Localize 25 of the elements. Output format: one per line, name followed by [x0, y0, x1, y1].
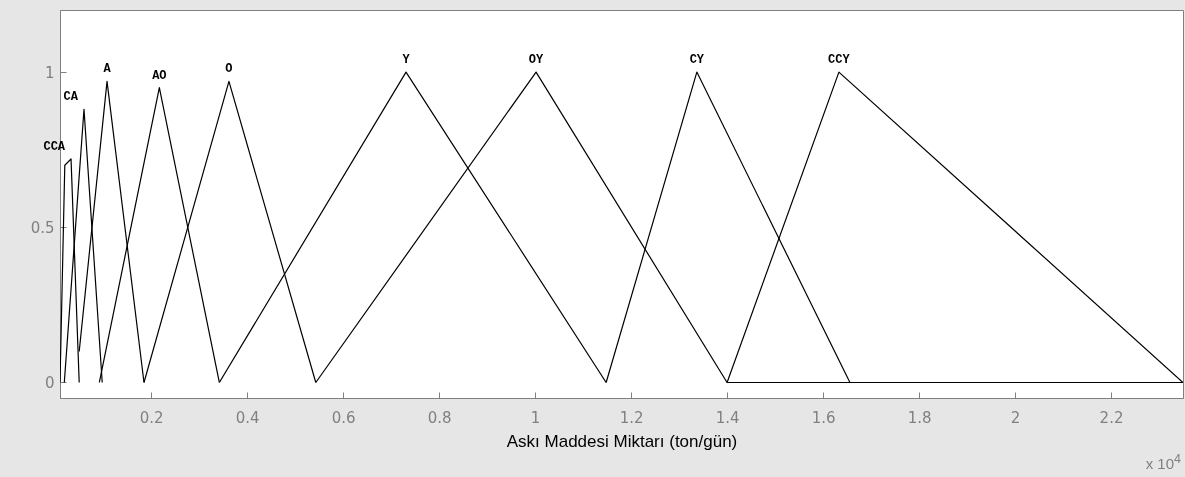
series-label: A: [103, 62, 112, 77]
x-tick-label: 1.2: [619, 408, 644, 427]
x-tick-label: 2.2: [1099, 408, 1124, 427]
x-tick-label: 1.8: [907, 408, 932, 427]
y-tick-label: 0.5: [30, 218, 55, 237]
series-label: CY: [689, 53, 705, 68]
x-tick-label: 0.6: [331, 408, 356, 427]
y-tick-label: 0: [44, 373, 55, 392]
series-label: OY: [528, 53, 545, 68]
x-tick-label: 1.4: [715, 408, 740, 427]
x-axis-title: Askı Maddesi Miktarı (ton/gün): [506, 431, 738, 451]
series-label: Y: [402, 53, 411, 68]
x-tick-label: 2: [1010, 408, 1021, 427]
y-tick-label: 1: [44, 63, 55, 82]
x-tick-label: 1.6: [811, 408, 836, 427]
x-tick-label: 0.2: [139, 408, 164, 427]
series-label: O: [225, 62, 233, 77]
x-tick-label: 0.4: [235, 408, 260, 427]
series-label: AO: [152, 68, 167, 83]
series-label: CCY: [828, 53, 851, 68]
text: x 10$^{4}$: [1145, 452, 1181, 472]
series-label: CCA: [43, 139, 66, 154]
x-tick-label: 1: [530, 408, 541, 427]
series-label: CA: [63, 90, 79, 105]
x-tick-label: 0.8: [427, 408, 452, 427]
